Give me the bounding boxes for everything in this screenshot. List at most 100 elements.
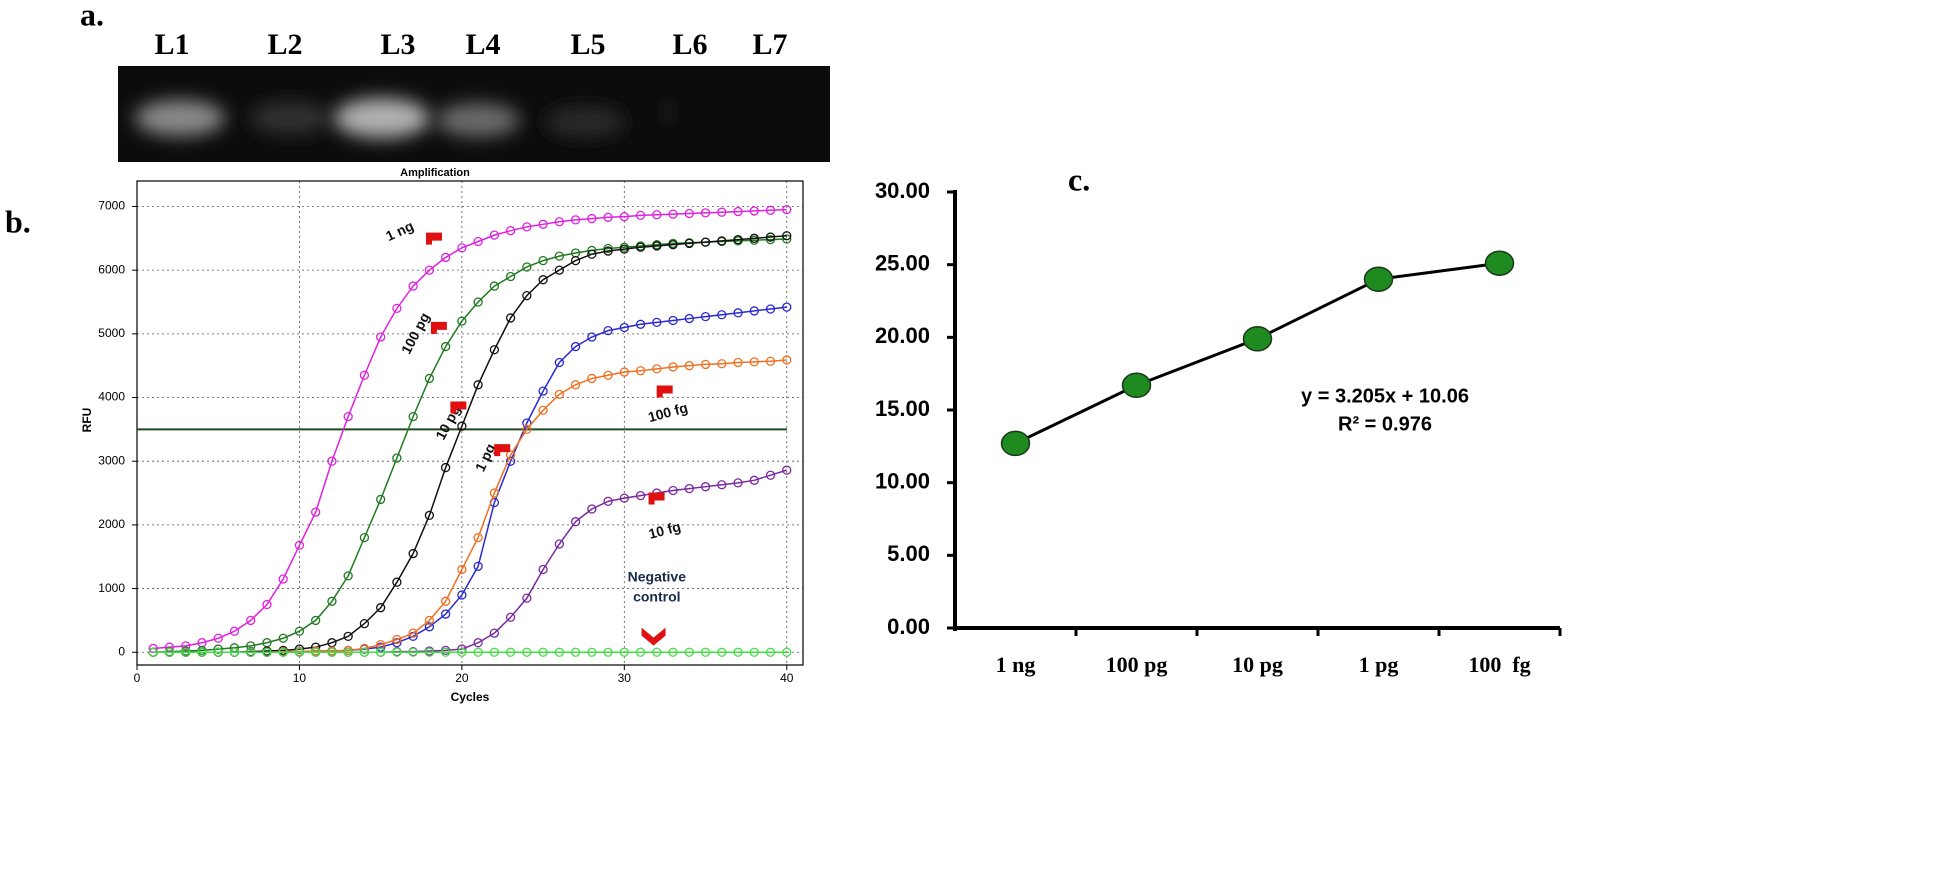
data-point	[473, 297, 483, 307]
data-point	[181, 641, 191, 651]
data-point	[359, 647, 370, 657]
data-point	[668, 485, 678, 496]
data-point	[619, 244, 629, 254]
data-point	[343, 647, 353, 657]
data-point	[668, 209, 678, 219]
data-point	[668, 362, 678, 372]
data-point	[359, 618, 370, 629]
data-point	[262, 599, 272, 610]
data-point	[489, 628, 500, 638]
series-label: Negative control	[628, 568, 687, 604]
x-tick-label: 1 ng	[996, 652, 1036, 677]
data-point	[635, 319, 646, 329]
data-point	[440, 252, 451, 263]
data-point	[782, 302, 792, 312]
y-tick-label: 5.00	[887, 541, 930, 566]
y-tick-label: 30.00	[875, 178, 930, 203]
data-point	[311, 507, 321, 517]
data-point	[700, 208, 711, 218]
data-point	[717, 207, 727, 217]
data-point	[408, 647, 418, 657]
data-point	[197, 647, 207, 657]
data-point	[473, 638, 483, 648]
data-point	[343, 411, 353, 422]
data-point	[587, 332, 597, 342]
data-point	[148, 647, 158, 657]
data-point	[473, 236, 483, 247]
data-point	[424, 647, 435, 657]
data-point	[376, 603, 386, 613]
data-point	[587, 213, 597, 224]
lane-label: L2	[267, 28, 302, 61]
data-point	[457, 421, 467, 431]
data-point	[424, 622, 435, 632]
data-point	[408, 628, 418, 638]
y-axis-label: RFU	[80, 408, 94, 433]
gel-band	[663, 107, 673, 117]
data-point	[684, 208, 694, 219]
lane-label: L3	[380, 28, 415, 61]
y-tick-label: 0.00	[887, 614, 930, 639]
y-tick-label: 7000	[98, 199, 125, 213]
data-point	[717, 236, 727, 246]
x-axis-label: Cycles	[451, 690, 490, 704]
data-point	[749, 647, 759, 657]
data-point	[164, 647, 175, 657]
data-point	[440, 341, 451, 352]
gel-band	[334, 98, 430, 138]
data-point	[440, 462, 451, 473]
data-point	[749, 206, 759, 216]
red-marker	[648, 385, 673, 398]
data-point	[652, 210, 662, 220]
data-point	[554, 647, 564, 657]
red-marker	[422, 321, 447, 334]
data-point	[327, 647, 337, 657]
data-point	[505, 456, 516, 466]
data-point	[749, 233, 759, 243]
data-point	[327, 596, 337, 606]
data-point	[570, 517, 581, 527]
data-point	[765, 234, 776, 245]
data-point	[587, 373, 597, 384]
gel-band	[250, 102, 330, 134]
data-point	[700, 647, 711, 657]
data-point	[505, 647, 516, 657]
data-point	[538, 405, 548, 415]
data-point	[700, 311, 711, 322]
x-tick-label: 0	[134, 671, 141, 685]
red-marker	[641, 627, 666, 646]
data-point	[489, 647, 500, 657]
x-tick-label: 1 pg	[1359, 652, 1399, 677]
data-point	[1000, 430, 1031, 457]
amplification-chart: b.AmplificationCyclesRFU0100020003000400…	[5, 167, 804, 704]
data-point	[424, 510, 435, 520]
series-line	[153, 208, 787, 650]
data-point	[440, 596, 451, 606]
y-tick-label: 3000	[98, 453, 125, 467]
data-point	[603, 326, 613, 336]
data-point	[765, 470, 776, 480]
data-point	[635, 366, 646, 376]
data-point	[457, 316, 467, 326]
data-point	[782, 647, 792, 657]
series-line	[153, 306, 787, 654]
data-point	[635, 210, 646, 221]
data-point	[570, 215, 581, 225]
data-point	[652, 647, 662, 657]
equation: y = 3.205x + 10.06	[1301, 385, 1469, 407]
data-point	[213, 647, 223, 657]
standard-curve-chart: c. 0.00 5.00 10.00 15.00 20.00 25.00 30.00 1 ng 1…	[875, 161, 1562, 677]
data-point	[392, 577, 402, 587]
x-tick-label: 10 pg	[1232, 652, 1283, 677]
data-point	[424, 265, 435, 275]
y-tick-label: 25.00	[875, 250, 930, 275]
data-point	[408, 548, 418, 559]
data-point	[376, 332, 386, 342]
data-point	[733, 647, 743, 657]
gel-lanes: L1 L2 L3 L4 L5 L6 L7	[154, 28, 787, 61]
lane-label: L7	[752, 28, 787, 61]
data-point	[522, 593, 532, 603]
data-point	[522, 290, 532, 301]
data-point	[522, 647, 532, 657]
